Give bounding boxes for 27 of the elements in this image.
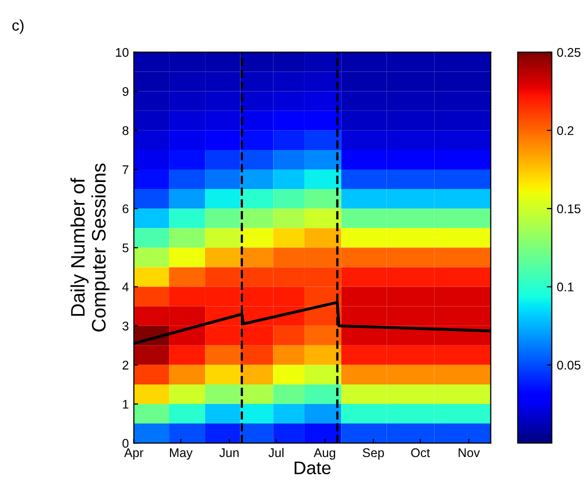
- x-tick-label: Nov: [458, 448, 480, 458]
- y-tick-label: 9: [122, 87, 128, 96]
- y-tick-label: 7: [122, 165, 128, 174]
- color-bar-label: 0.1: [557, 282, 574, 292]
- y-tick-label: 2: [122, 360, 128, 370]
- y-tick-label: 5: [122, 244, 128, 252]
- y-tick-label: 1: [122, 400, 128, 409]
- color-bar-label: 0.25: [557, 48, 580, 57]
- x-tick-label: Aug: [314, 448, 336, 460]
- x-tick-label: May: [170, 448, 193, 460]
- x-tick-label: Apr: [124, 448, 144, 460]
- x-tick-label: Sep: [362, 448, 384, 460]
- y-tick-label: 6: [122, 204, 128, 214]
- y-tick-label: 10: [116, 48, 128, 57]
- color-bar-label: 0.2: [557, 126, 574, 136]
- chart-title: c): [12, 20, 24, 34]
- x-axis-title: Date: [294, 462, 331, 474]
- y-axis-title: Daily Number of Computer Sessions: [70, 164, 110, 332]
- y-tick-label: 4: [122, 282, 129, 292]
- y-tick-label: 8: [122, 126, 128, 136]
- y-tick-label: 0: [122, 438, 128, 448]
- color-bar-label: 0.15: [557, 204, 580, 214]
- x-tick-label: Oct: [411, 448, 430, 458]
- x-tick-label: Jun: [219, 448, 239, 458]
- y-tick-label: 3: [122, 322, 128, 330]
- x-tick-label: Jul: [268, 448, 284, 458]
- color-bar-label: 0.05: [557, 360, 580, 370]
